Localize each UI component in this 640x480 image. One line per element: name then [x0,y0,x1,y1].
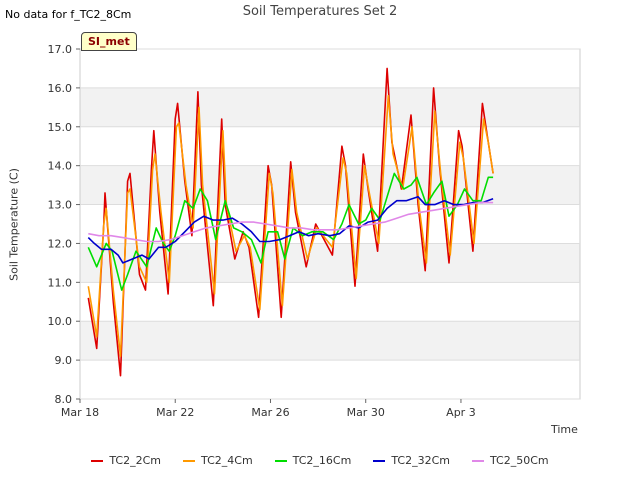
chart-title: Soil Temperatures Set 2 [242,4,398,19]
legend-item[interactable]: TC2_32Cm [373,454,450,467]
legend-item[interactable]: TC2_50Cm [471,454,549,467]
grid-band [80,165,580,205]
no-data-note: No data for f_TC2_8Cm [5,8,132,21]
y-tick-label: 9.0 [55,354,73,367]
y-axis-label: Soil Temperature (C) [7,168,21,281]
legend-label: TC2_32Cm [391,454,450,467]
grid-band [80,87,580,127]
y-tick-label: 15.0 [48,121,73,134]
y-tick-label: 10.0 [48,315,73,328]
legend-label: TC2_50Cm [489,454,549,467]
x-tick-label: Mar 26 [251,406,289,419]
grid-band [80,126,580,166]
legend-item[interactable]: TC2_2Cm [91,454,161,467]
y-tick-label: 8.0 [55,393,73,406]
series-lines [87,67,494,377]
x-tick-label: Mar 30 [347,406,385,419]
legend-label: TC2_4Cm [201,454,253,467]
series-line-tc2-50cm [88,201,494,243]
x-tick-label: Apr 3 [446,406,476,419]
legend-swatch [91,459,104,462]
series-line-tc2-32cm [87,196,494,264]
x-axis: Mar 18 Mar 22 Mar 26 Mar 30 Apr 3 [61,399,476,419]
y-tick-label: 13.0 [48,199,73,212]
y-tick-label: 11.0 [48,276,73,289]
legend-label: TC2_2Cm [109,454,162,467]
legend-swatch [183,459,196,462]
legend-label: TC2_16Cm [292,454,352,467]
x-tick-label: Mar 18 [61,406,99,419]
grid-band [80,321,580,361]
legend-swatch [373,459,386,462]
plot-bands [80,49,580,399]
legend-swatch [471,459,484,462]
legend-swatch [274,459,287,462]
legend-item[interactable]: TC2_16Cm [274,454,352,467]
grid-band [80,360,580,399]
y-tick-label: 14.0 [48,160,73,173]
x-tick-label: Mar 22 [156,406,194,419]
legend-item[interactable]: TC2_4Cm [183,454,253,467]
legend: TC2_2Cm TC2_4Cm TC2_16Cm TC2_32Cm TC2_50… [0,454,640,467]
y-tick-label: 16.0 [48,82,73,95]
x-axis-label: Time [551,423,578,436]
y-tick-label: 12.0 [48,237,73,250]
y-tick-label: 17.0 [48,43,73,56]
site-badge[interactable]: SI_met [81,32,137,51]
grid-band [80,49,580,88]
y-axis: 8.0 9.0 10.0 11.0 12.0 13.0 14.0 15.0 16.0 17.0 [48,43,580,406]
grid-band [80,282,580,322]
